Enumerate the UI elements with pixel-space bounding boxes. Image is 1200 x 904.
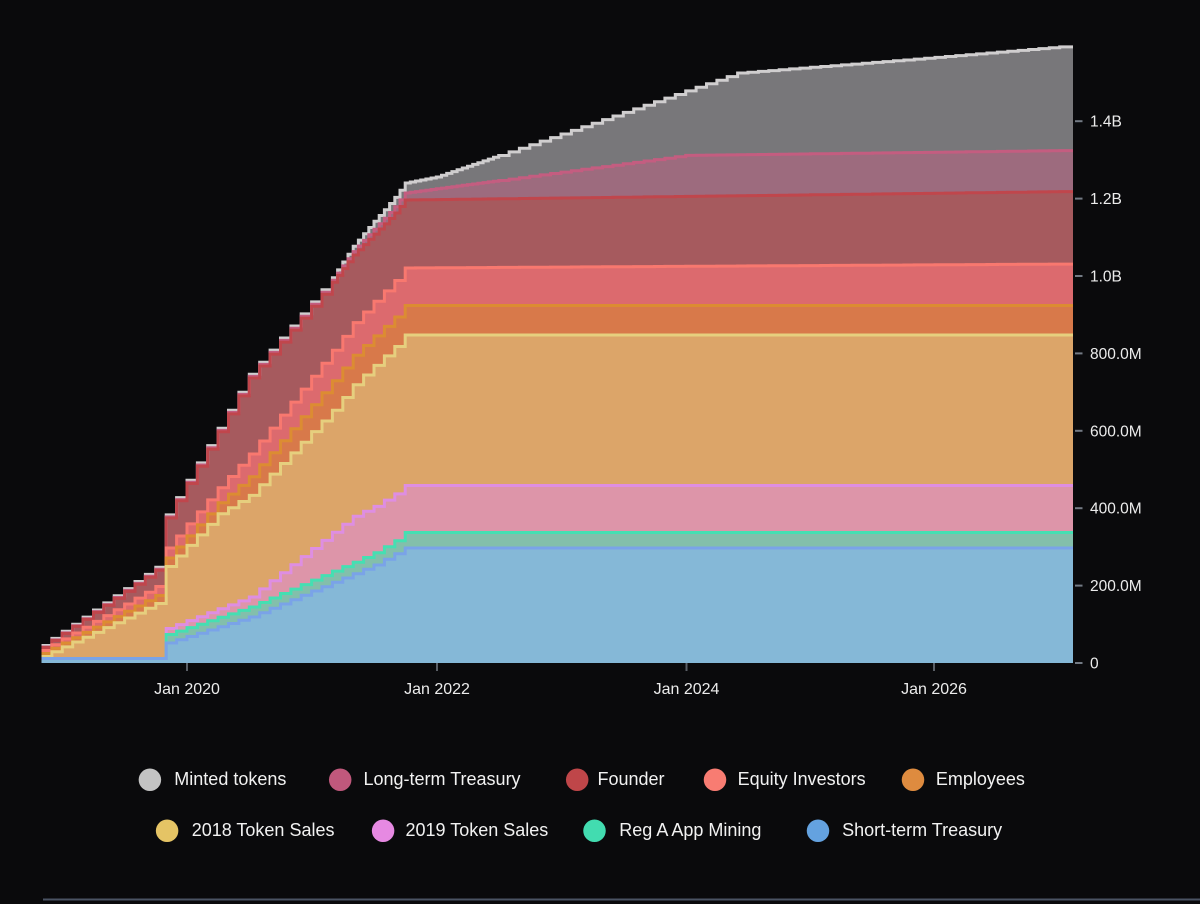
- svg-text:800.0M: 800.0M: [1090, 346, 1142, 363]
- svg-text:2019 Token Sales: 2019 Token Sales: [406, 820, 549, 840]
- svg-text:Jan 2022: Jan 2022: [404, 681, 470, 698]
- svg-text:1.0B: 1.0B: [1090, 269, 1122, 286]
- svg-text:1.2B: 1.2B: [1090, 191, 1122, 208]
- svg-text:Jan 2024: Jan 2024: [654, 681, 720, 698]
- svg-text:Employees: Employees: [936, 769, 1025, 789]
- svg-text:Equity Investors: Equity Investors: [738, 769, 866, 789]
- svg-text:Long-term Treasury: Long-term Treasury: [364, 769, 521, 789]
- svg-text:2018 Token Sales: 2018 Token Sales: [192, 820, 335, 840]
- svg-text:1.4B: 1.4B: [1090, 114, 1122, 131]
- svg-text:600.0M: 600.0M: [1090, 423, 1142, 440]
- svg-text:Founder: Founder: [598, 769, 665, 789]
- svg-text:0: 0: [1090, 656, 1099, 673]
- svg-text:Jan 2020: Jan 2020: [154, 681, 220, 698]
- svg-text:200.0M: 200.0M: [1090, 578, 1142, 595]
- svg-text:400.0M: 400.0M: [1090, 501, 1142, 518]
- svg-text:Short-term Treasury: Short-term Treasury: [842, 820, 1002, 840]
- svg-text:Jan 2026: Jan 2026: [901, 681, 967, 698]
- svg-text:Reg A App Mining: Reg A App Mining: [619, 820, 761, 840]
- svg-text:Minted tokens: Minted tokens: [174, 769, 286, 789]
